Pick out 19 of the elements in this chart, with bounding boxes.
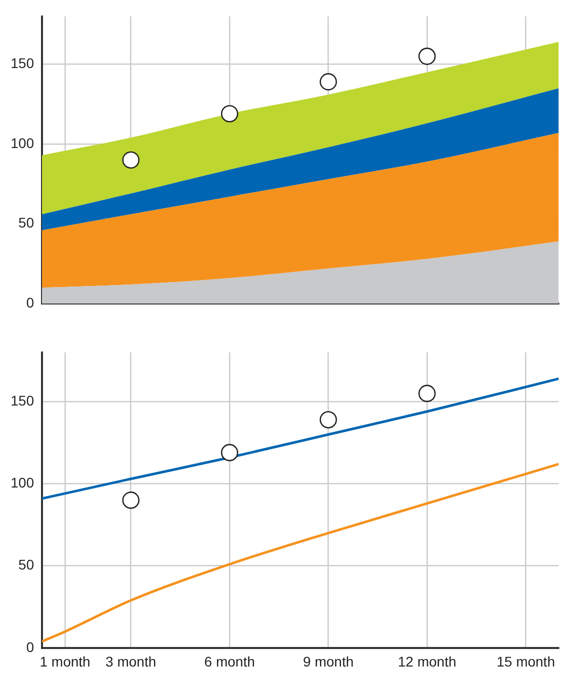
x-tick-label: 15 month [496, 653, 555, 670]
point [220, 444, 238, 462]
x-tick-label: 9 month [303, 653, 354, 670]
y-tick-label: 100 [10, 134, 34, 151]
y-tick-label: 100 [10, 474, 34, 491]
y-tick-label: 50 [18, 214, 34, 231]
y-tick-label: 0 [26, 294, 34, 310]
y-tick-label: 50 [18, 556, 34, 573]
point [122, 151, 140, 169]
x-tick-label: 6 month [204, 653, 255, 670]
line-series [42, 377, 559, 500]
x-tick-label: 1 month [40, 653, 90, 670]
point [220, 105, 238, 122]
y-tick-label: 150 [10, 392, 34, 409]
y-tick-label: 0 [26, 638, 34, 655]
x-tick-label: 12 month [398, 653, 456, 670]
x-tick-label: 3 month [106, 653, 156, 670]
line-series [42, 462, 559, 643]
y-tick-label: 150 [10, 55, 34, 72]
